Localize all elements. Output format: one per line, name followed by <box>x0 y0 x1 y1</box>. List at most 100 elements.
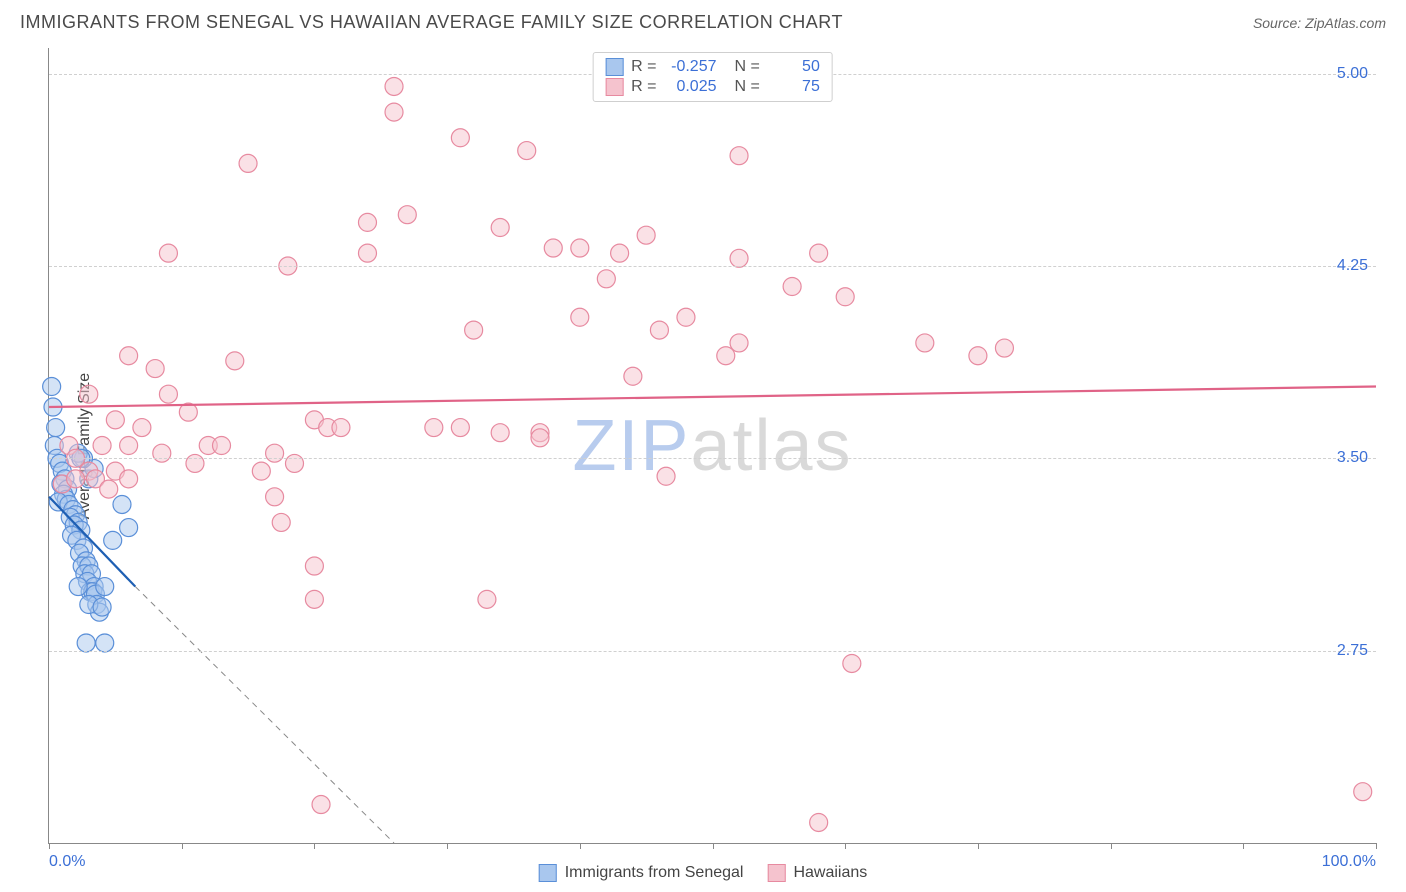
data-point <box>544 239 562 257</box>
data-point <box>239 154 257 172</box>
r-value: -0.257 <box>665 58 717 76</box>
data-point <box>252 462 270 480</box>
x-tick <box>713 843 714 849</box>
data-point <box>531 429 549 447</box>
data-point <box>120 519 138 537</box>
data-point <box>810 244 828 262</box>
x-tick <box>845 843 846 849</box>
trend-line-extension <box>135 587 394 843</box>
y-tick-label: 4.25 <box>1337 257 1368 275</box>
data-point <box>93 598 111 616</box>
data-point <box>385 103 403 121</box>
legend-stat-row: R =-0.257N =50 <box>605 57 820 77</box>
data-point <box>104 531 122 549</box>
data-point <box>96 578 114 596</box>
data-point <box>80 385 98 403</box>
data-point <box>266 444 284 462</box>
r-label: R = <box>631 58 656 76</box>
data-point <box>312 796 330 814</box>
data-point <box>730 249 748 267</box>
data-point <box>624 367 642 385</box>
legend-item: Immigrants from Senegal <box>539 864 744 882</box>
data-point <box>266 488 284 506</box>
data-point <box>650 321 668 339</box>
legend-swatch <box>605 58 623 76</box>
data-point <box>305 590 323 608</box>
scatter-plot <box>49 48 1376 843</box>
data-point <box>425 419 443 437</box>
n-value: 75 <box>768 78 820 96</box>
r-value: 0.025 <box>665 78 717 96</box>
data-point <box>159 244 177 262</box>
gridline <box>49 651 1376 652</box>
data-point <box>491 424 509 442</box>
x-tick <box>1243 843 1244 849</box>
data-point <box>285 454 303 472</box>
data-point <box>186 454 204 472</box>
n-label: N = <box>735 78 760 96</box>
data-point <box>518 142 536 160</box>
x-tick <box>1376 843 1377 849</box>
data-point <box>120 347 138 365</box>
legend-series: Immigrants from Senegal Hawaiians <box>539 864 868 882</box>
data-point <box>226 352 244 370</box>
x-tick <box>314 843 315 849</box>
legend-label: Hawaiians <box>793 864 867 882</box>
data-point <box>611 244 629 262</box>
x-tick <box>580 843 581 849</box>
x-tick-label: 100.0% <box>1322 853 1376 871</box>
n-label: N = <box>735 58 760 76</box>
data-point <box>478 590 496 608</box>
data-point <box>571 308 589 326</box>
data-point <box>93 437 111 455</box>
data-point <box>96 634 114 652</box>
data-point <box>272 513 290 531</box>
data-point <box>47 419 65 437</box>
data-point <box>120 470 138 488</box>
data-point <box>637 226 655 244</box>
data-point <box>213 437 231 455</box>
data-point <box>810 813 828 831</box>
y-tick-label: 5.00 <box>1337 65 1368 83</box>
data-point <box>113 495 131 513</box>
data-point <box>153 444 171 462</box>
data-point <box>730 334 748 352</box>
data-point <box>146 360 164 378</box>
y-tick-label: 3.50 <box>1337 449 1368 467</box>
data-point <box>571 239 589 257</box>
data-point <box>451 129 469 147</box>
source-label: Source: ZipAtlas.com <box>1253 15 1386 31</box>
x-tick <box>182 843 183 849</box>
x-tick-label: 0.0% <box>49 853 85 871</box>
data-point <box>77 634 95 652</box>
data-point <box>916 334 934 352</box>
data-point <box>358 213 376 231</box>
gridline <box>49 266 1376 267</box>
data-point <box>69 578 87 596</box>
trend-line <box>49 387 1376 408</box>
x-tick <box>49 843 50 849</box>
data-point <box>677 308 695 326</box>
data-point <box>1354 783 1372 801</box>
data-point <box>836 288 854 306</box>
x-tick <box>447 843 448 849</box>
legend-stats: R =-0.257N =50R =0.025N =75 <box>592 52 833 102</box>
legend-swatch <box>767 864 785 882</box>
data-point <box>730 147 748 165</box>
data-point <box>995 339 1013 357</box>
data-point <box>120 437 138 455</box>
chart-area: ZIPatlas R =-0.257N =50R =0.025N =75 2.7… <box>48 48 1376 844</box>
gridline <box>49 458 1376 459</box>
data-point <box>159 385 177 403</box>
data-point <box>491 219 509 237</box>
data-point <box>843 654 861 672</box>
data-point <box>783 278 801 296</box>
data-point <box>106 411 124 429</box>
data-point <box>597 270 615 288</box>
data-point <box>67 470 85 488</box>
legend-swatch <box>605 78 623 96</box>
chart-title: IMMIGRANTS FROM SENEGAL VS HAWAIIAN AVER… <box>20 12 843 33</box>
data-point <box>43 378 61 396</box>
y-tick-label: 2.75 <box>1337 642 1368 660</box>
header: IMMIGRANTS FROM SENEGAL VS HAWAIIAN AVER… <box>0 0 1406 39</box>
